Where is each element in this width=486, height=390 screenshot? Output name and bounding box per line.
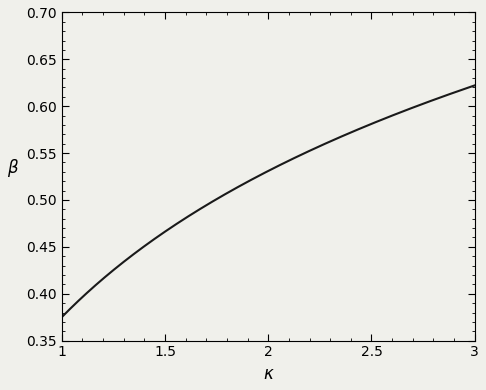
Y-axis label: β: β [7, 159, 17, 177]
X-axis label: κ: κ [263, 365, 273, 383]
